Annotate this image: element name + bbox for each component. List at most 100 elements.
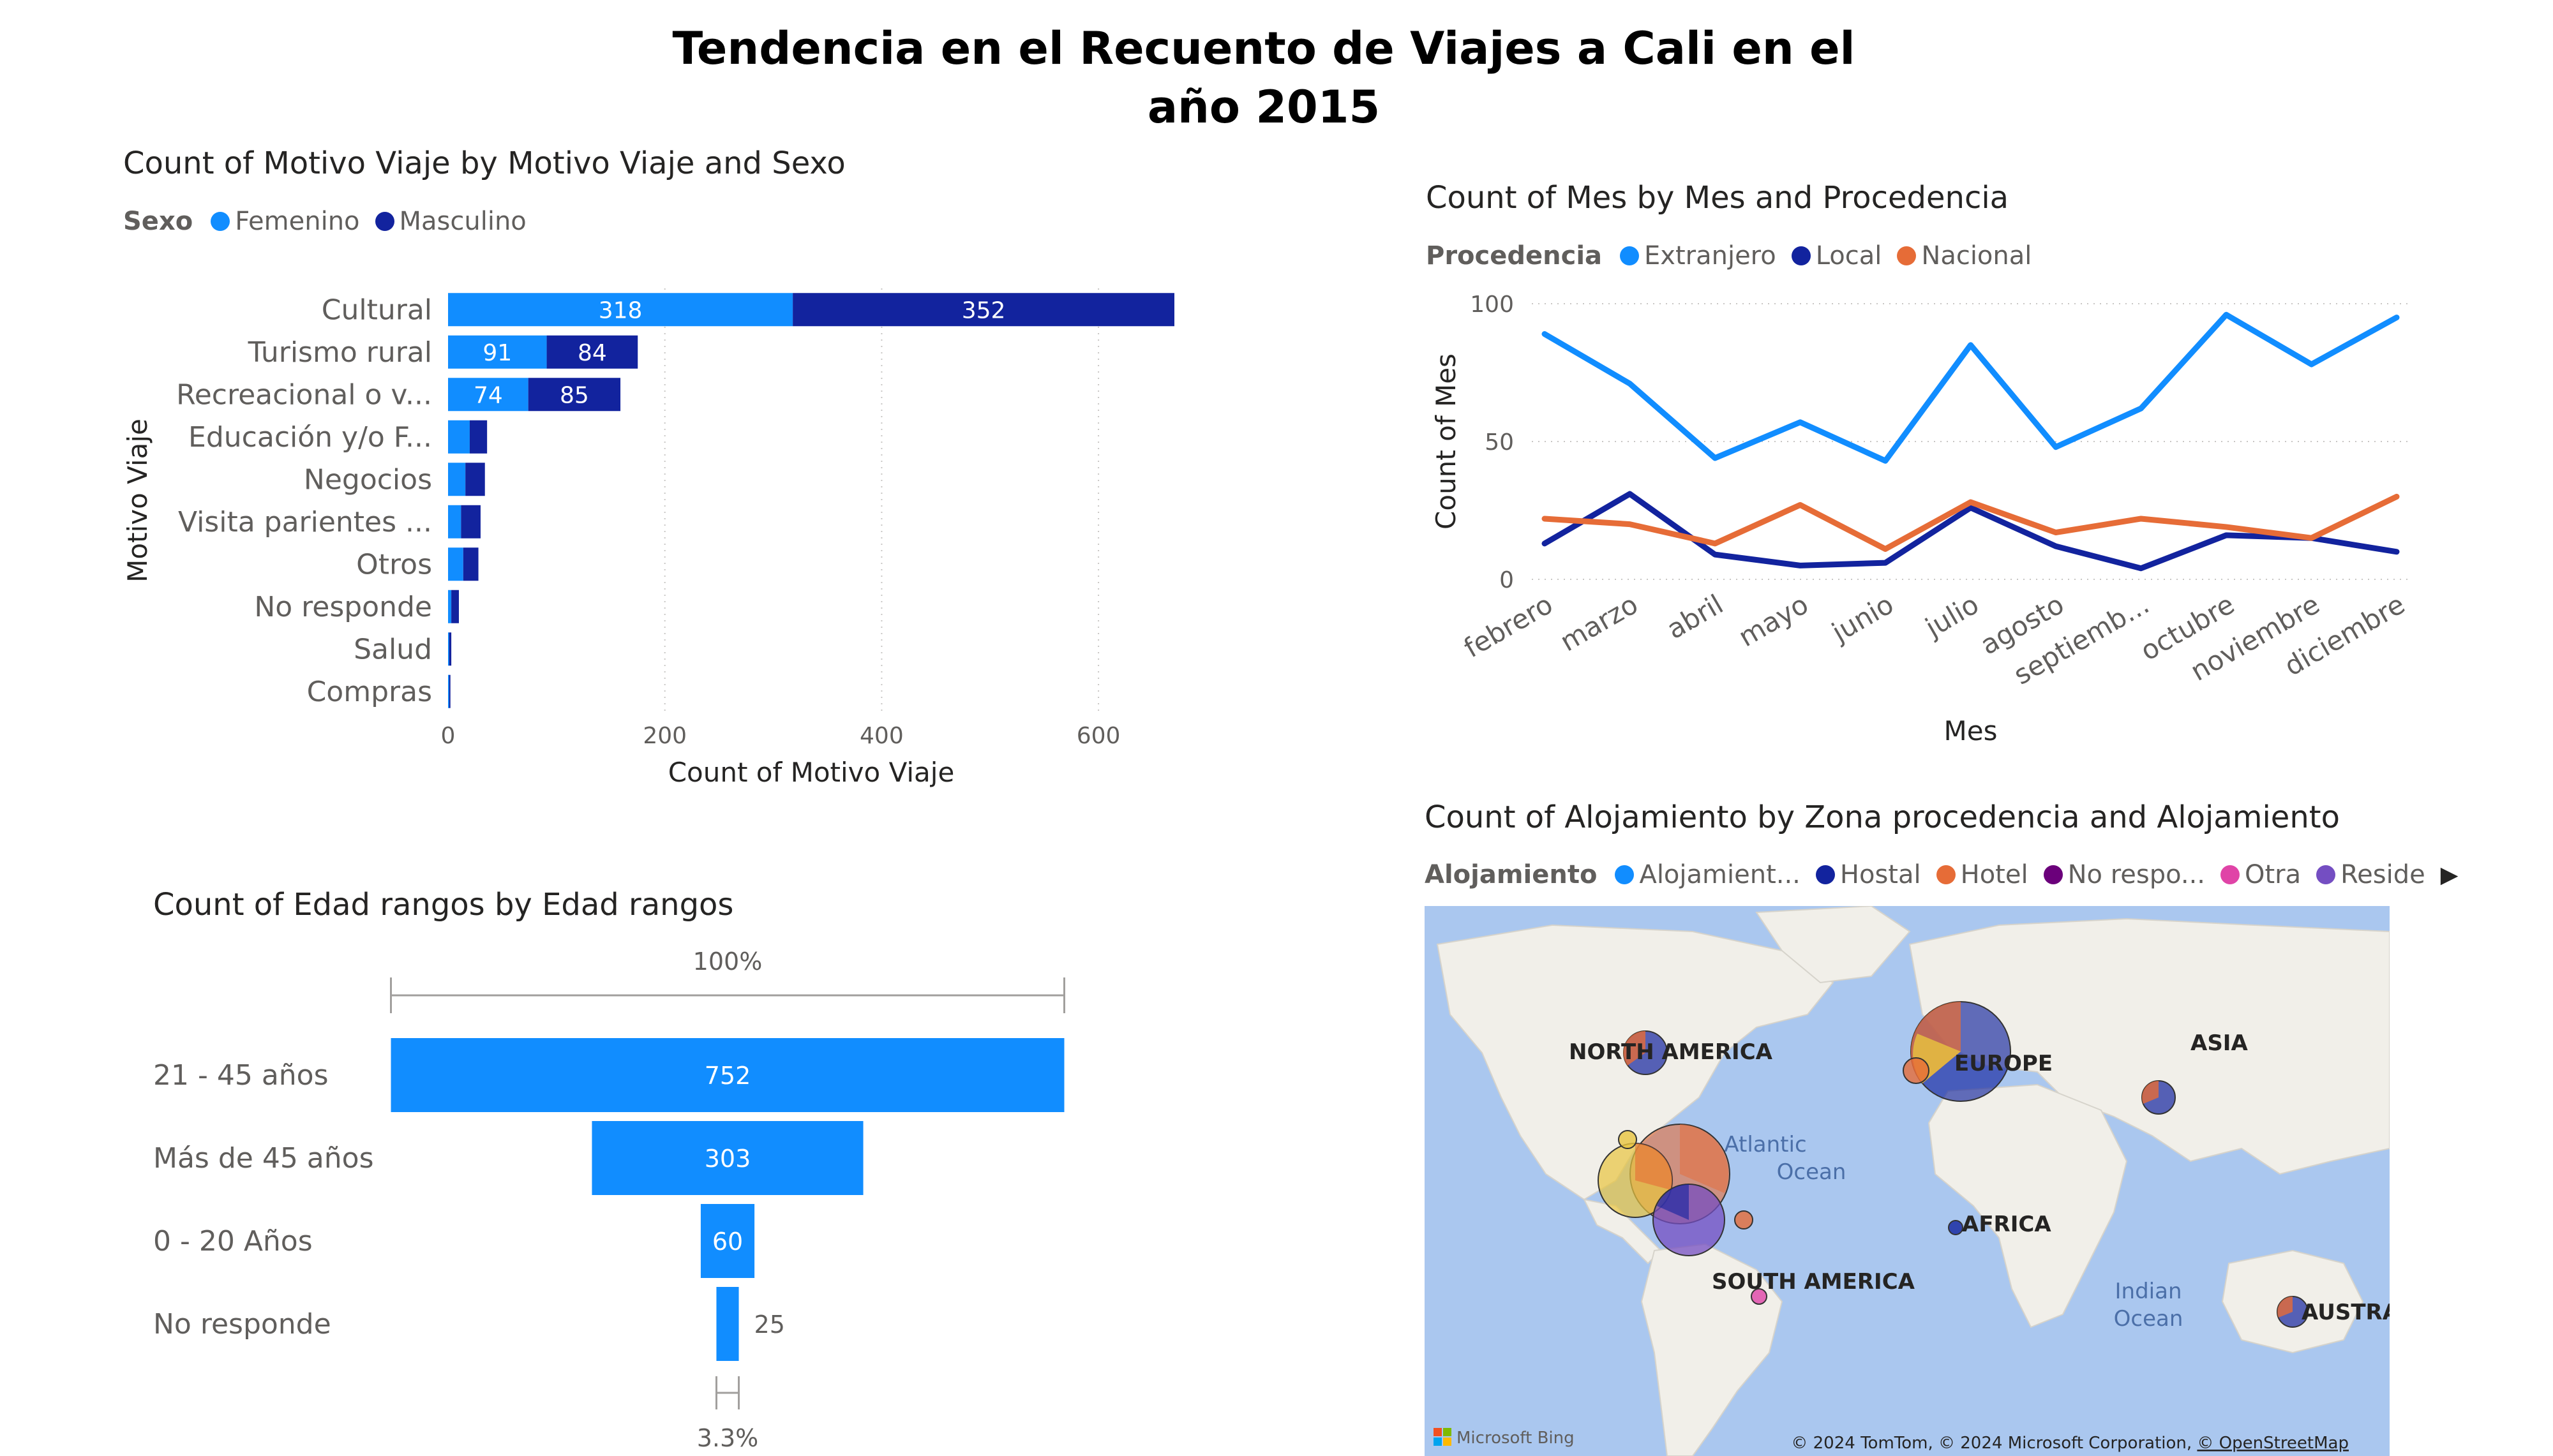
legend-item-no-responde[interactable]: No respo...	[2043, 860, 2206, 889]
legend-label: Nacional	[1921, 241, 2032, 271]
bar-data-label: 352	[962, 297, 1006, 323]
legend-label: Local	[1815, 241, 1882, 271]
x-tick-label: 0	[441, 723, 456, 749]
legend-label: Femenino	[235, 207, 360, 236]
attribution-text: © 2024 TomTom, © 2024 Microsoft Corporat…	[1791, 1434, 2197, 1453]
legend-dot	[2316, 865, 2336, 884]
legend-item-otra[interactable]: Otra	[2220, 860, 2301, 889]
bar-femenino	[448, 632, 449, 666]
legend-label: Extranjero	[1644, 241, 1776, 271]
legend-label: Hotel	[1960, 860, 2028, 889]
category-label: Salud	[354, 633, 432, 665]
funnel-category-label: Más de 45 años	[153, 1142, 374, 1175]
bubble-central-america[interactable]	[1598, 1143, 1673, 1218]
edad-funnel-chart: 100% 21 - 45 años 752 Más de 45 años 303 0 - …	[153, 947, 1065, 1452]
legend-dot	[1620, 246, 1640, 265]
bar-femenino	[448, 505, 461, 539]
world-map[interactable]: Atlantic Ocean Indian Ocean	[1425, 906, 2390, 1456]
osm-link[interactable]: © OpenStreetMap	[2197, 1434, 2349, 1453]
funnel-category-label: No responde	[153, 1308, 331, 1341]
bubble-colombia[interactable]	[1652, 1184, 1725, 1256]
page-title: Tendencia en el Recuento de Viajes a Cal…	[672, 22, 1855, 133]
y-tick-label: 0	[1499, 567, 1514, 593]
land-south-america	[1640, 1243, 1783, 1456]
bar-data-label: 91	[483, 340, 512, 366]
legend-label: Masculino	[399, 207, 527, 236]
bar-femenino	[448, 674, 449, 708]
legend-item-hotel[interactable]: Hotel	[1936, 860, 2028, 889]
label-australia: AUSTRALI	[2302, 1300, 2390, 1325]
bubble-africa[interactable]	[1948, 1220, 1963, 1235]
bar-data-label: 318	[599, 297, 643, 323]
bar-femenino	[448, 420, 470, 454]
funnel-bottom-percent: 3.3%	[697, 1424, 759, 1452]
label-south-america: SOUTH AMERICA	[1712, 1269, 1915, 1295]
bar-femenino	[448, 547, 463, 581]
legend-item-masculino[interactable]: Masculino	[375, 207, 527, 236]
bar-femenino	[448, 590, 452, 623]
funnel-bar	[391, 1038, 1065, 1112]
bar-masculino	[449, 632, 452, 666]
map-canvas: Atlantic Ocean Indian Ocean	[1434, 906, 2390, 1456]
funnel-data-label: 303	[705, 1145, 751, 1173]
bar-masculino	[465, 463, 485, 496]
category-label: Recreacional o v...	[176, 378, 432, 411]
label-north-america: NORTH AMERICA	[1569, 1039, 1773, 1065]
x-tick-label: 400	[860, 723, 904, 749]
funnel-bar	[700, 1204, 755, 1278]
bar-femenino	[448, 463, 466, 496]
bubble-small-caribbean[interactable]	[1618, 1130, 1753, 1229]
legend-item-nacional[interactable]: Nacional	[1897, 241, 2032, 271]
bar-masculino	[449, 674, 451, 708]
atlantic-label-2: Ocean	[1777, 1159, 1846, 1185]
x-tick-label: julio	[1920, 588, 1984, 644]
legend-item-extranjero[interactable]: Extranjero	[1620, 241, 1776, 271]
category-label: Visita parientes ...	[178, 506, 432, 539]
category-label: Otros	[356, 548, 432, 581]
line-extranjero	[1541, 311, 2400, 464]
indian-label-1: Indian	[2115, 1279, 2182, 1304]
x-tick-label: 200	[643, 723, 687, 749]
legend-dot	[375, 212, 394, 231]
motivo-legend-title: Sexo	[123, 207, 193, 236]
legend-item-alojamiento[interactable]: Alojamient...	[1615, 860, 1801, 889]
x-axis-title: Count of Motivo Viaje	[668, 757, 955, 788]
funnel-data-label: 25	[754, 1311, 785, 1339]
bar-data-label: 74	[474, 382, 503, 408]
x-tick-label: marzo	[1555, 588, 1643, 657]
bubble-europe-small[interactable]	[1903, 1057, 1929, 1084]
legend-dot	[1815, 865, 1835, 884]
bar-masculino	[463, 547, 479, 581]
y-tick-label: 100	[1470, 292, 1514, 318]
legend-label: No respo...	[2067, 860, 2206, 889]
bubble-asia[interactable]	[2141, 1080, 2176, 1115]
land-greenland	[1755, 906, 1911, 984]
funnel-bar	[716, 1287, 739, 1361]
bing-brand: Microsoft Bing	[1456, 1429, 1575, 1448]
legend-next-arrow-icon[interactable]: ▶	[2440, 861, 2459, 888]
bubble-north-america[interactable]	[1623, 1030, 1668, 1075]
category-label: Compras	[307, 676, 432, 708]
bubble-south-america[interactable]	[1751, 1288, 1767, 1305]
map-legend-title: Alojamiento	[1425, 860, 1598, 889]
funnel-category-label: 0 - 20 Años	[153, 1225, 313, 1258]
label-africa: AFRICA	[1962, 1212, 2051, 1237]
bing-logo-icon	[1434, 1428, 1451, 1446]
map-legend: Alojamiento Alojamient... Hostal Hotel N…	[1425, 860, 2467, 889]
mes-legend-title: Procedencia	[1426, 241, 1603, 271]
legend-dot	[2043, 865, 2063, 884]
legend-item-reside[interactable]: Reside	[2316, 860, 2425, 889]
legend-label: Alojamient...	[1639, 860, 1801, 889]
category-label: Turismo rural	[248, 336, 432, 369]
funnel-data-label: 60	[712, 1228, 743, 1256]
legend-dot	[2220, 865, 2240, 884]
bar-masculino	[461, 505, 481, 539]
legend-item-local[interactable]: Local	[1791, 241, 1882, 271]
bar-femenino	[448, 378, 528, 412]
bar-femenino	[448, 293, 793, 327]
legend-item-hostal[interactable]: Hostal	[1815, 860, 1921, 889]
legend-item-femenino[interactable]: Femenino	[211, 207, 360, 236]
bubble-australia[interactable]	[2277, 1296, 2309, 1328]
legend-dot	[211, 212, 230, 231]
